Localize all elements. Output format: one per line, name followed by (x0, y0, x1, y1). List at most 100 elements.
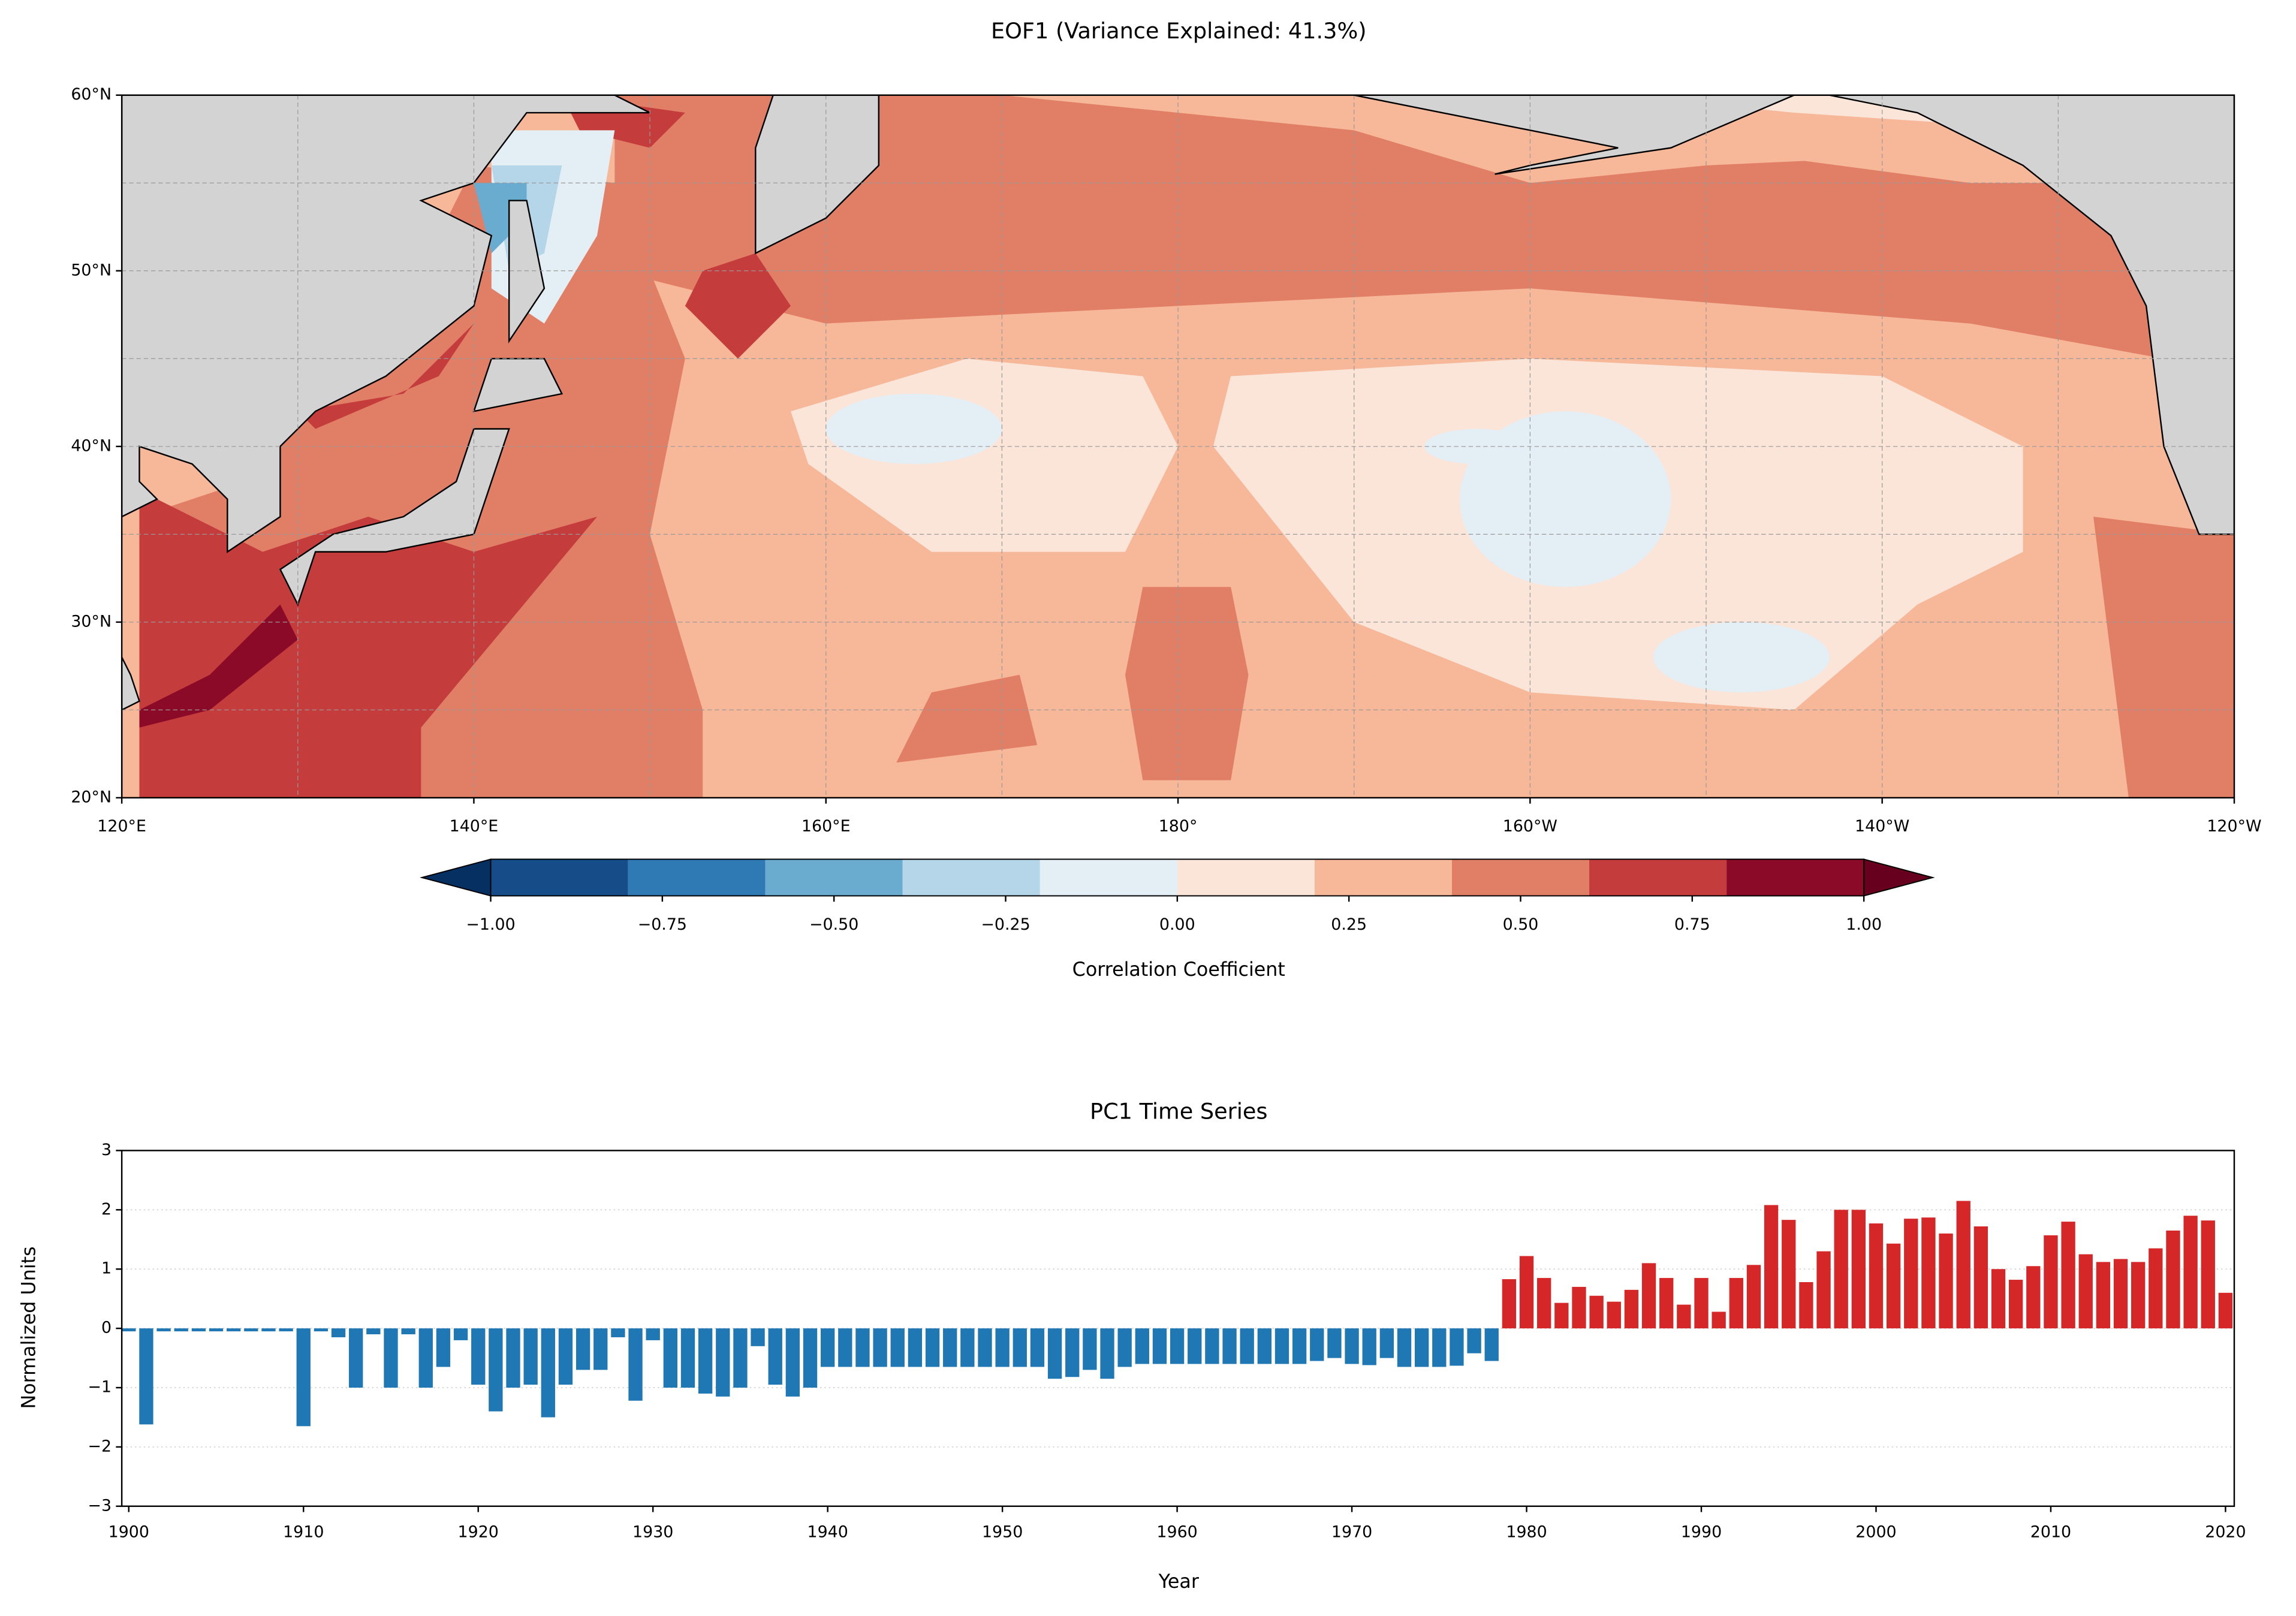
bar-title: PC1 Time Series (1090, 1098, 1268, 1124)
bar (1782, 1220, 1796, 1329)
bar (680, 1328, 695, 1388)
bar (1921, 1217, 1936, 1329)
bar (803, 1328, 818, 1388)
land (279, 428, 510, 607)
x-tick-label: 2010 (2030, 1522, 2071, 1541)
bar (523, 1328, 538, 1385)
bar (1100, 1328, 1114, 1379)
bar (611, 1328, 625, 1337)
colorbar-label: Correlation Coefficient (1072, 959, 1285, 981)
bar (1869, 1223, 1884, 1329)
bar (838, 1328, 852, 1367)
bar (1379, 1328, 1394, 1358)
y-tick-label: −2 (88, 1437, 112, 1455)
x-tick-label: 1950 (982, 1522, 1023, 1541)
bar (401, 1328, 415, 1335)
bar (1886, 1243, 1901, 1329)
bar (2183, 1216, 2198, 1329)
colorbar-segment (490, 859, 628, 896)
contour-region (1459, 411, 1671, 587)
bar (1117, 1328, 1132, 1367)
bar (2008, 1280, 2023, 1329)
contour-region (1653, 622, 1830, 693)
bar (2149, 1248, 2163, 1329)
x-tick-label: 1990 (1681, 1522, 1722, 1541)
bar (227, 1328, 241, 1332)
y-tick-label: 2 (101, 1200, 112, 1219)
bar (1764, 1205, 1779, 1329)
bar (1450, 1328, 1464, 1366)
colorbar-tick-label: 0.75 (1674, 915, 1710, 934)
contour-region (2093, 517, 2234, 798)
bar (2113, 1259, 2128, 1329)
bar (925, 1328, 940, 1367)
bar (2096, 1262, 2111, 1329)
colorbar-tick-label: −0.50 (809, 915, 858, 934)
bar (1589, 1295, 1604, 1329)
x-tick-label: 1920 (458, 1522, 499, 1541)
bar (1624, 1289, 1639, 1329)
bar (908, 1328, 923, 1367)
land (472, 358, 564, 412)
colorbar-tick-label: −0.75 (638, 915, 687, 934)
bar (1991, 1269, 2006, 1329)
bar (1415, 1328, 1429, 1367)
bar (1083, 1328, 1097, 1370)
bar (1222, 1328, 1237, 1364)
bar (1188, 1328, 1202, 1364)
x-tick-label: 160°E (802, 817, 851, 836)
bar (1973, 1226, 1988, 1329)
colorbar-segment (1726, 859, 1864, 896)
y-tick-label: 60°N (71, 85, 112, 104)
bar (1694, 1278, 1709, 1329)
colorbar-segment (1039, 859, 1177, 896)
bar (174, 1328, 188, 1332)
bar (1677, 1304, 1691, 1329)
bar (698, 1328, 713, 1394)
bar (855, 1328, 870, 1367)
x-tick-label: 2000 (1855, 1522, 1896, 1541)
contour-region (139, 481, 598, 798)
bar (593, 1328, 608, 1370)
bar (751, 1328, 765, 1346)
x-tick-label: 1900 (109, 1522, 149, 1541)
contour-region (139, 604, 298, 728)
bar (1205, 1328, 1219, 1364)
bar (1799, 1282, 1813, 1329)
bar (1030, 1328, 1045, 1367)
bar (1292, 1328, 1307, 1364)
y-tick-label: 1 (101, 1259, 112, 1278)
x-tick-label: 1930 (632, 1522, 673, 1541)
bar (663, 1328, 678, 1388)
bar (366, 1328, 381, 1335)
colorbar-tick-label: 0.25 (1331, 915, 1367, 934)
land (1354, 95, 1795, 175)
colorbar-tick-label: −0.25 (981, 915, 1030, 934)
bar (1047, 1328, 1062, 1379)
colorbar-segment (1314, 859, 1452, 896)
bar (139, 1328, 153, 1425)
x-tick-label: 2020 (2205, 1522, 2246, 1541)
colorbar-segment (1451, 859, 1590, 896)
bar (1729, 1278, 1743, 1329)
bar (279, 1328, 293, 1332)
map-title: EOF1 (Variance Explained: 41.3%) (991, 18, 1367, 44)
colorbar-extend-high (1863, 858, 1935, 897)
bar (1834, 1210, 1848, 1329)
bar (2131, 1262, 2146, 1329)
contour-region (1125, 587, 1249, 780)
bar (1816, 1251, 1831, 1329)
bar (2218, 1292, 2233, 1329)
x-tick-label: 1970 (1331, 1522, 1372, 1541)
bar (646, 1328, 660, 1340)
bar (943, 1328, 957, 1367)
bar (314, 1328, 329, 1332)
bar (1362, 1328, 1376, 1365)
bar (436, 1328, 451, 1367)
bar (1013, 1328, 1027, 1367)
colorbar-tick-label: 0.50 (1503, 915, 1539, 934)
x-tick-label: 1960 (1156, 1522, 1197, 1541)
colorbar-tick-label: 0.00 (1159, 915, 1195, 934)
